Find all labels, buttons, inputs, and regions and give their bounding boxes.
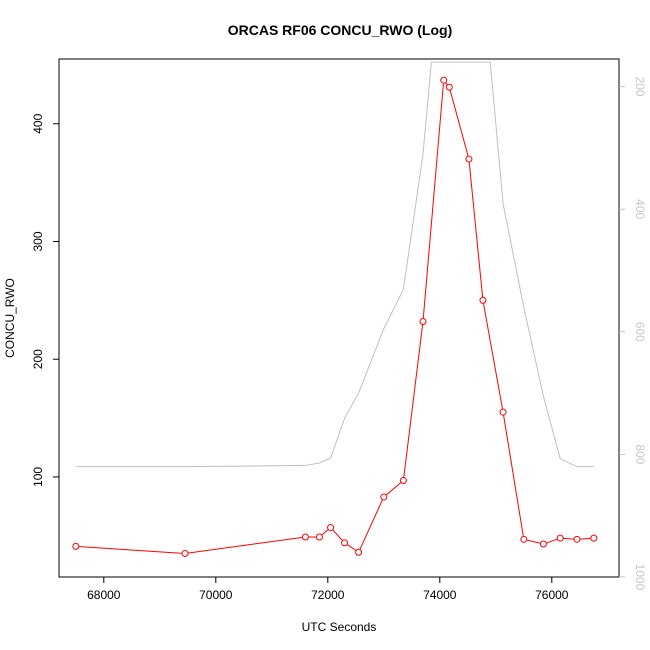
x-tick-label: 72000 — [311, 588, 345, 602]
y-tick-label: 200 — [31, 349, 45, 369]
data-point — [341, 539, 349, 547]
secondary-y-axis: 200 400 600 800 1000 — [619, 77, 647, 591]
data-point — [556, 534, 564, 542]
data-point — [520, 535, 528, 543]
data-point — [72, 542, 80, 550]
data-point — [440, 76, 448, 84]
plot-frame — [58, 58, 620, 578]
y-tick-label: 400 — [31, 113, 45, 133]
x-tick-label: 76000 — [535, 588, 569, 602]
y-axis: 100 200 300 400 — [31, 113, 59, 487]
x-tick-label: 68000 — [87, 588, 121, 602]
data-point — [465, 155, 473, 163]
data-point — [327, 524, 335, 532]
y2-tick-label: 200 — [633, 77, 647, 97]
secondary-series-line — [75, 61, 594, 468]
y2-tick-label: 400 — [633, 199, 647, 219]
x-tick-label: 70000 — [199, 588, 233, 602]
x-tick-label: 74000 — [423, 588, 457, 602]
data-point — [499, 408, 507, 416]
data-point — [355, 548, 363, 556]
data-point — [539, 540, 547, 548]
data-point — [380, 493, 388, 501]
data-point — [573, 535, 581, 543]
y2-tick-label: 800 — [633, 444, 647, 464]
data-point — [419, 318, 427, 326]
chart-title: ORCAS RF06 CONCU_RWO (Log) — [228, 22, 453, 38]
data-point — [399, 476, 407, 484]
y-tick-label: 100 — [31, 467, 45, 487]
data-point — [315, 533, 323, 541]
data-point — [301, 533, 309, 541]
y2-tick-label: 600 — [633, 322, 647, 342]
data-point — [181, 549, 189, 557]
data-point — [479, 296, 487, 304]
y2-tick-label: 1000 — [633, 564, 647, 591]
data-point — [445, 83, 453, 91]
x-axis-label: UTC Seconds — [302, 620, 377, 634]
y-tick-label: 300 — [31, 231, 45, 251]
x-axis: 68000 70000 72000 74000 76000 — [87, 577, 569, 602]
y-axis-label: CONCU_RWO — [3, 278, 17, 358]
primary-series-line — [75, 78, 594, 554]
data-point — [590, 534, 598, 542]
series-layer — [72, 61, 598, 557]
